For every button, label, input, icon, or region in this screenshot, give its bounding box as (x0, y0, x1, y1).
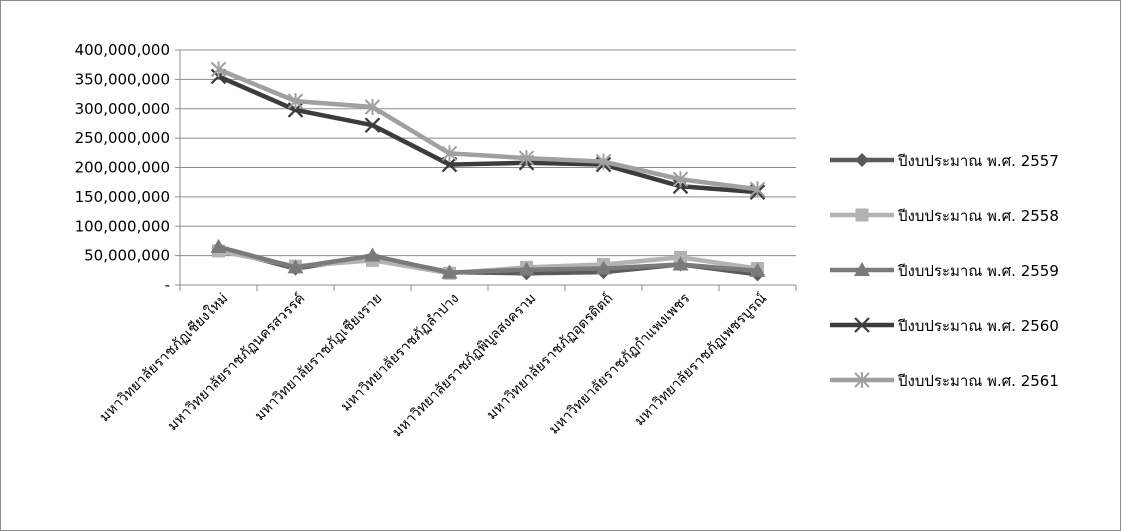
series-line (217, 74, 758, 195)
legend-entry: ปีงบประมาณ พ.ศ. 2558 (830, 207, 1059, 225)
data-point (595, 260, 612, 275)
y-tick-label: 300,000,000 (75, 100, 170, 118)
series-5 (210, 61, 766, 198)
data-point (287, 259, 304, 274)
legend-entry: ปีงบประมาณ พ.ศ. 2557 (830, 152, 1059, 170)
legend-label: ปีงบประมาณ พ.ศ. 2559 (897, 262, 1059, 280)
y-axis-tick-labels: - 50,000,000 100,000,000 150,000,000 200,000… (75, 41, 170, 294)
data-point (672, 171, 689, 188)
legend-label: ปีงบประมาณ พ.ศ. 2560 (897, 317, 1059, 335)
data-point (441, 145, 458, 162)
legend-entry: ปีงบประมาณ พ.ศ. 2561 (830, 372, 1059, 390)
axes (175, 49, 797, 291)
data-point (210, 61, 227, 78)
y-tick-label: 50,000,000 (84, 247, 170, 265)
data-point (749, 181, 766, 198)
gridlines (180, 49, 796, 257)
data-point (210, 238, 227, 253)
data-point (287, 93, 304, 110)
legend-marker (854, 317, 870, 333)
y-tick-label: 350,000,000 (75, 70, 170, 88)
legend-entry: ปีงบประมาณ พ.ศ. 2560 (830, 317, 1059, 335)
data-point (441, 156, 458, 173)
data-point (518, 150, 535, 167)
legend-label: ปีงบประมาณ พ.ศ. 2558 (897, 207, 1059, 225)
data-point (364, 247, 381, 262)
legend: ปีงบประมาณ พ.ศ. 2557 ปีงบประมาณ พ.ศ. 2558… (830, 152, 1059, 390)
y-tick-label: 100,000,000 (75, 217, 170, 235)
legend-label: ปีงบประมาณ พ.ศ. 2561 (897, 372, 1059, 390)
series-line (217, 67, 758, 192)
legend-label: ปีงบประมาณ พ.ศ. 2557 (897, 152, 1059, 170)
y-tick-label: 400,000,000 (75, 41, 170, 59)
legend-marker (854, 262, 870, 276)
data-point (364, 98, 381, 115)
legend-marker (855, 208, 869, 222)
legend-marker (854, 372, 870, 388)
legend-marker (855, 153, 869, 167)
data-point (364, 117, 381, 133)
data-point (749, 262, 766, 277)
series-3 (210, 238, 766, 279)
legend-entry: ปีงบประมาณ พ.ศ. 2559 (830, 262, 1059, 280)
data-point (672, 256, 689, 271)
y-tick-label: 250,000,000 (75, 129, 170, 147)
y-tick-label: 200,000,000 (75, 159, 170, 177)
data-point (518, 261, 535, 276)
data-point (441, 264, 458, 279)
data-point (595, 153, 612, 170)
series-line (217, 244, 758, 275)
y-tick-label: - (165, 276, 170, 294)
series-lines (210, 61, 766, 282)
y-tick-label: 150,000,000 (75, 188, 170, 206)
